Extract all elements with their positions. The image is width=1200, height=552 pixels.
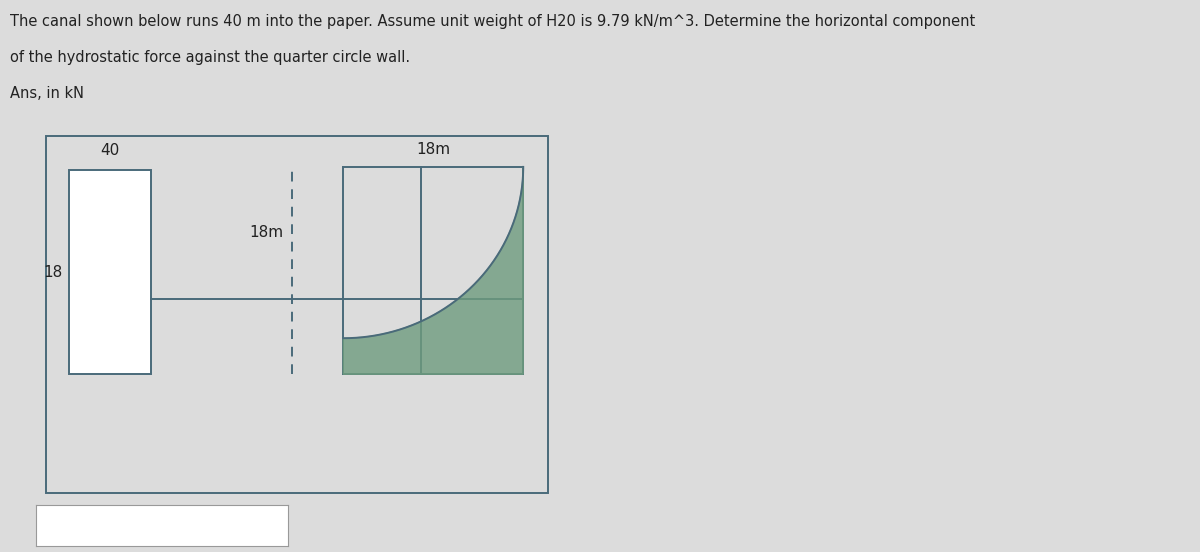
Text: 18: 18 bbox=[43, 264, 62, 280]
Text: 18m: 18m bbox=[416, 142, 450, 157]
Text: The canal shown below runs 40 m into the paper. Assume unit weight of H20 is 9.7: The canal shown below runs 40 m into the… bbox=[10, 14, 974, 29]
Polygon shape bbox=[343, 167, 523, 374]
Text: Ans, in kN: Ans, in kN bbox=[10, 86, 84, 100]
Text: of the hydrostatic force against the quarter circle wall.: of the hydrostatic force against the qua… bbox=[10, 50, 409, 65]
Polygon shape bbox=[68, 170, 150, 374]
Text: 18m: 18m bbox=[250, 225, 284, 240]
Text: 40: 40 bbox=[100, 142, 119, 157]
